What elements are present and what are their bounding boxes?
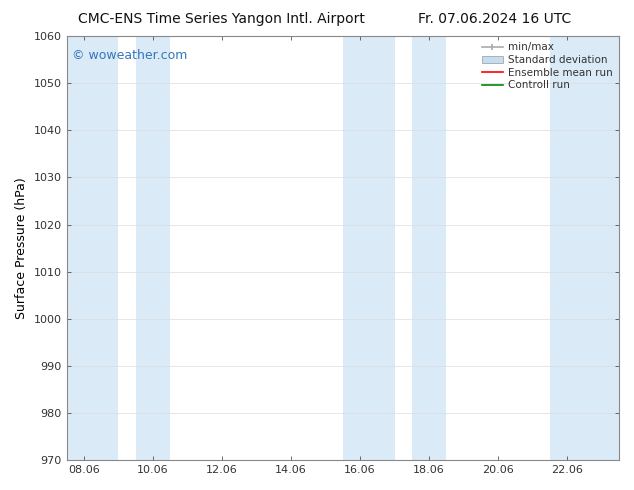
Text: Fr. 07.06.2024 16 UTC: Fr. 07.06.2024 16 UTC <box>418 12 571 26</box>
Legend: min/max, Standard deviation, Ensemble mean run, Controll run: min/max, Standard deviation, Ensemble me… <box>479 39 616 93</box>
Y-axis label: Surface Pressure (hPa): Surface Pressure (hPa) <box>15 177 28 319</box>
Bar <box>136 36 170 460</box>
Bar <box>412 36 446 460</box>
Bar <box>67 36 119 460</box>
Bar <box>550 36 619 460</box>
Text: CMC-ENS Time Series Yangon Intl. Airport: CMC-ENS Time Series Yangon Intl. Airport <box>79 12 365 26</box>
Bar <box>343 36 394 460</box>
Text: © woweather.com: © woweather.com <box>72 49 188 62</box>
